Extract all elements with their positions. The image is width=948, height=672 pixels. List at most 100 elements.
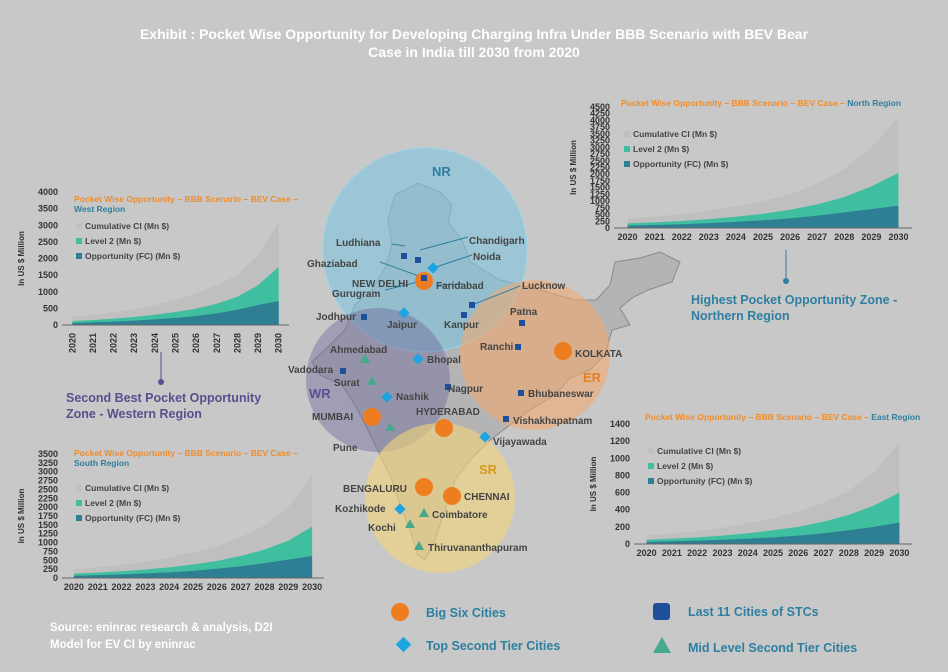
chart-east-xtick: 2029: [864, 548, 884, 558]
marker-kanpur: [461, 312, 467, 318]
marker-coimbatore: [419, 508, 429, 517]
chart-north-ytick: 1250: [590, 189, 610, 199]
chart-west-ytick: 2000: [38, 254, 58, 264]
chart-west-ytick: 1000: [38, 287, 58, 297]
city-label-nashik: Nashik: [396, 392, 429, 403]
chart-south-ytick: 2000: [38, 502, 58, 512]
callout-north-line-1: Highest Pocket Opportunity Zone -: [691, 293, 897, 307]
chart-west-area-level2: [72, 266, 279, 325]
chart-north-ytick: 3000: [590, 142, 610, 152]
chart-south-area-cumulative: [73, 475, 313, 578]
chart-west: Pocket Wise Opportunity – BBB Scenario –…: [17, 187, 298, 353]
chart-south-title-region: South Region: [74, 458, 129, 468]
region-circle-er: [460, 280, 610, 430]
marker-bengaluru: [415, 478, 433, 496]
city-label-ranchi: Ranchi: [480, 342, 514, 353]
region-label-sr: SR: [479, 462, 498, 477]
legend-last-eleven-label: Last 11 Cities of STCs: [688, 605, 819, 619]
city-label-chennai: CHENNAI: [464, 492, 510, 503]
chart-west-xtick: 2026: [191, 333, 201, 353]
chart-south-ylabel: In US $ Million: [17, 489, 26, 544]
chart-south-xtick: 2026: [207, 582, 227, 592]
chart-east-xtick: 2025: [763, 548, 783, 558]
chart-north-ytick: 4500: [590, 102, 610, 112]
chart-north-ytick: 3750: [590, 122, 610, 132]
marker-kozhikode: [394, 503, 406, 515]
city-label-vishakhapatnam: Vishakhapatnam: [513, 416, 592, 427]
chart-south-area-fc: [73, 556, 313, 578]
city-label-chandigarh: Chandigarh: [469, 236, 525, 247]
marker-chennai: [443, 487, 461, 505]
chart-south-xtick: 2022: [112, 582, 132, 592]
chart-south-legend-swatch: [76, 485, 82, 491]
chart-north-xtick: 2028: [834, 232, 854, 242]
chart-east-legend-label: Level 2 (Mn $): [657, 461, 713, 471]
chart-south-ytick: 2750: [38, 476, 58, 486]
chart-west-area-cumulative: [72, 221, 279, 325]
chart-south-xtick: 2024: [159, 582, 179, 592]
chart-south-xtick: 2020: [64, 582, 84, 592]
chart-north-ytick: 3500: [590, 129, 610, 139]
chart-north-title: Pocket Wise Opportunity – BBB Scenario –…: [621, 98, 901, 108]
city-label-bhopal: Bhopal: [427, 355, 461, 366]
chart-south-xtick: 2025: [183, 582, 203, 592]
chart-north-ytick: 1750: [590, 176, 610, 186]
source-line-1: Source: eninrac research & analysis, D2I: [50, 622, 272, 634]
chart-south-legend-label: Cumulative CI (Mn $): [85, 483, 169, 493]
city-label-vadodara: Vadodara: [288, 365, 333, 376]
chart-east-ytick: 600: [615, 488, 630, 498]
chart-east-area-fc: [646, 522, 900, 544]
chart-north-legend-swatch: [624, 146, 630, 152]
city-legend: Big Six Cities Top Second Tier Cities La…: [391, 603, 857, 655]
region-label-er: ER: [583, 370, 602, 385]
city-label-kanpur: Kanpur: [444, 320, 479, 331]
callout-north-dot: [783, 278, 789, 284]
marker-mumbai: [363, 408, 381, 426]
chart-west-xtick: 2024: [150, 333, 160, 353]
city-label-kozhikode: Kozhikode: [335, 504, 386, 515]
chart-east-ytick: 1400: [610, 419, 630, 429]
chart-west-xtick: 2027: [212, 333, 222, 353]
chart-west-ylabel: In US $ Million: [17, 231, 26, 286]
chart-east: Pocket Wise Opportunity – BBB Scenario –…: [589, 412, 920, 558]
marker-patna: [519, 320, 525, 326]
exhibit-title-line-1: Exhibit : Pocket Wise Opportunity for De…: [140, 26, 809, 42]
chart-west-ytick: 2500: [38, 237, 58, 247]
source-line-2: Model for EV CI by eninrac: [50, 639, 196, 651]
region-circle-wr: [306, 308, 450, 452]
chart-east-ytick: 0: [625, 539, 630, 549]
chart-west-ytick: 500: [43, 303, 58, 313]
city-label-ahmedabad: Ahmedabad: [330, 345, 387, 356]
chart-north-legend-swatch: [624, 131, 630, 137]
marker-lucknow: [469, 302, 475, 308]
chart-east-xtick: 2028: [839, 548, 859, 558]
chart-north-ytick: 500: [595, 210, 610, 220]
last-eleven-markers: [340, 253, 525, 422]
chart-east-xtick: 2030: [889, 548, 909, 558]
chart-south-xtick: 2027: [231, 582, 251, 592]
city-label-bhubaneswar: Bhubaneswar: [528, 389, 594, 400]
marker-nagpur: [445, 384, 451, 390]
chart-east-ytick: 1200: [610, 436, 630, 446]
chart-north-title-region: North Region: [847, 98, 901, 108]
chart-south-ytick: 2500: [38, 484, 58, 494]
chart-north-ytick: 4000: [590, 115, 610, 125]
callout-west-dot: [158, 379, 164, 385]
city-label-coimbatore: Coimbatore: [432, 510, 488, 521]
chart-south-legend-label: Level 2 (Mn $): [85, 498, 141, 508]
exhibit-title-line-2: Case in India till 2030 from 2020: [368, 44, 580, 60]
top-second-tier-markers: [381, 262, 491, 515]
chart-east-title-region: East Region: [871, 412, 920, 422]
chart-south-legend-label: Opportunity (FC) (Mn $): [85, 513, 181, 523]
marker-kolkata: [554, 342, 572, 360]
city-label-jodhpur: Jodhpur: [316, 312, 356, 323]
chart-west-legend-swatch: [76, 223, 82, 229]
chart-west-title-prefix: Pocket Wise Opportunity – BBB Scenario –…: [74, 194, 298, 204]
chart-east-area-level2: [646, 492, 900, 544]
chart-east-legend-label: Opportunity (FC) (Mn $): [657, 476, 753, 486]
marker-surat: [367, 376, 377, 385]
chart-south-ytick: 3000: [38, 467, 58, 477]
region-circle-sr: [365, 423, 515, 573]
chart-east-title-prefix: Pocket Wise Opportunity – BBB Scenario –…: [645, 412, 871, 422]
chart-south-ytick: 1250: [38, 529, 58, 539]
